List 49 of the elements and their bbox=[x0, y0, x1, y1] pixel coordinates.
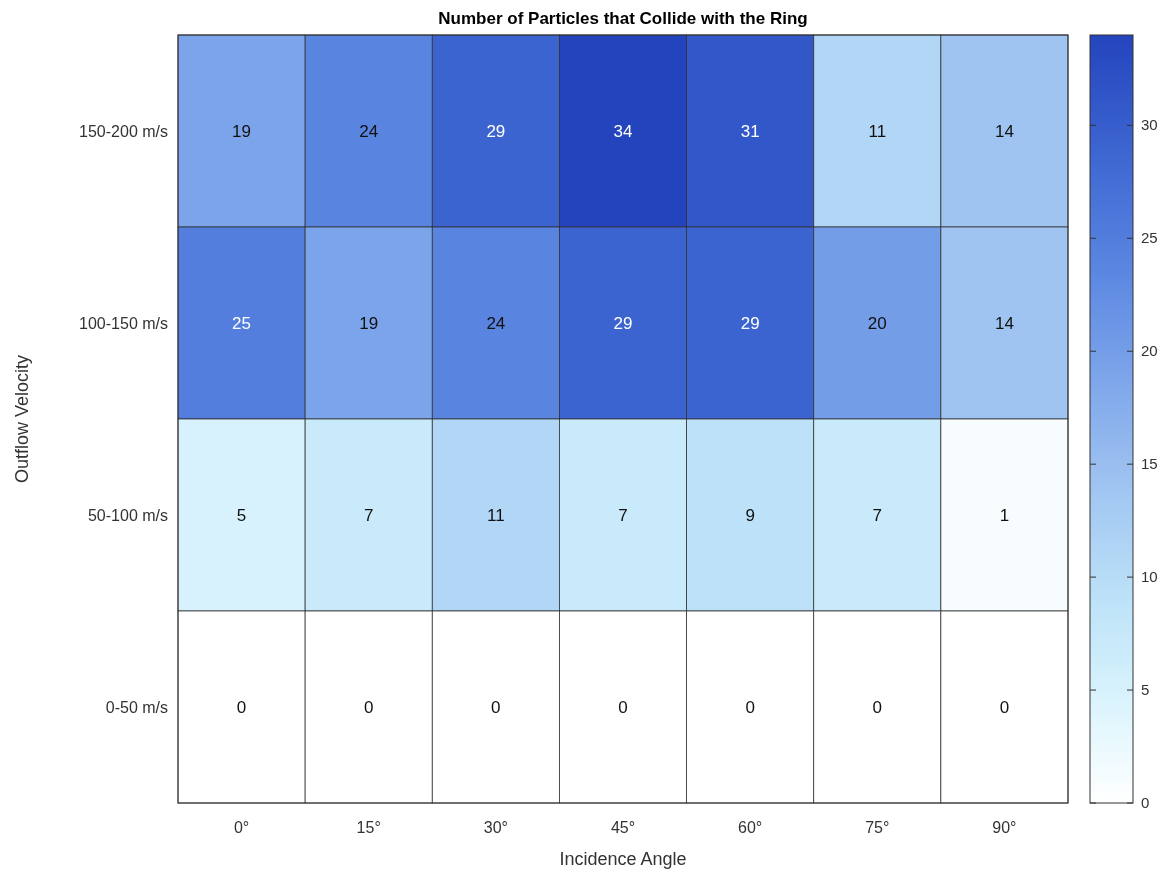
color-bar-label: 0 bbox=[1141, 794, 1150, 811]
x-tick-label: 30° bbox=[483, 819, 508, 836]
data-label: 19 bbox=[232, 122, 252, 141]
color-bar-label: 30 bbox=[1141, 116, 1158, 134]
data-label: 7 bbox=[363, 506, 374, 525]
color-bar-label: 5 bbox=[1141, 681, 1150, 699]
color-bar-label: 10 bbox=[1141, 568, 1158, 586]
data-label: 24 bbox=[486, 314, 506, 333]
x-tick-label: 75° bbox=[865, 819, 890, 836]
x-tick-label: 90° bbox=[992, 819, 1017, 836]
x-axis-title: Incidence Angle bbox=[559, 849, 687, 869]
y-axis-title: Outflow Velocity bbox=[12, 354, 32, 484]
data-label: 0 bbox=[491, 698, 501, 717]
y-tick-label: 50-100 m/s bbox=[87, 507, 168, 524]
data-label: 0 bbox=[618, 698, 628, 717]
data-label: 29 bbox=[740, 314, 760, 333]
data-label: 7 bbox=[872, 506, 883, 525]
data-label: 34 bbox=[613, 122, 633, 141]
data-label: 11 bbox=[487, 506, 505, 525]
data-label: 0 bbox=[745, 698, 755, 717]
color-bar-label: 25 bbox=[1141, 229, 1158, 247]
data-label: 11 bbox=[868, 122, 887, 141]
data-label: 24 bbox=[359, 122, 379, 141]
data-label: 20 bbox=[867, 314, 887, 333]
data-label: 31 bbox=[740, 122, 760, 141]
data-label: 7 bbox=[618, 506, 628, 525]
color-bar-label: 20 bbox=[1141, 342, 1158, 360]
x-tick-label: 45° bbox=[610, 819, 636, 836]
data-label: 0 bbox=[872, 698, 883, 717]
x-tick-label: 60° bbox=[738, 819, 763, 836]
data-label: 14 bbox=[994, 122, 1014, 141]
data-label: 0 bbox=[236, 698, 247, 717]
color-bar-label: 15 bbox=[1141, 455, 1158, 473]
data-label: 5 bbox=[236, 506, 247, 525]
y-tick-label: 150-200 m/s bbox=[79, 123, 168, 140]
y-tick-label: 0-50 m/s bbox=[105, 699, 168, 716]
data-label: 29 bbox=[613, 314, 633, 333]
y-tick-label: 100-150 m/s bbox=[79, 315, 168, 332]
data-label: 9 bbox=[745, 506, 755, 525]
chart-title: Number of Particles that Collide with the Ring bbox=[438, 9, 808, 28]
data-label: 25 bbox=[232, 314, 252, 333]
data-label: 29 bbox=[486, 122, 506, 141]
data-label: 0 bbox=[363, 698, 374, 717]
data-label: 14 bbox=[994, 314, 1014, 333]
data-label: 19 bbox=[359, 314, 379, 333]
data-label: 1 bbox=[999, 506, 1010, 525]
x-tick-label: 0° bbox=[233, 819, 250, 836]
data-label: 0 bbox=[999, 698, 1010, 717]
x-tick-label: 15° bbox=[356, 819, 381, 836]
